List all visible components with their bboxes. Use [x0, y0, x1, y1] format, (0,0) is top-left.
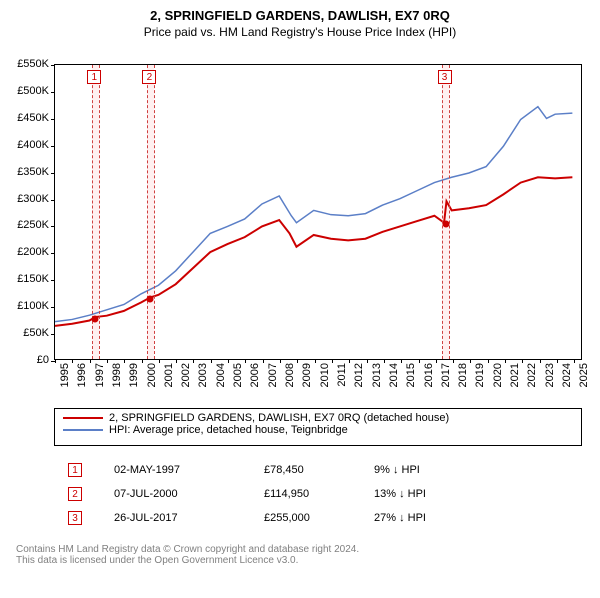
event-band-edge — [154, 65, 155, 359]
y-tick-label: £500K — [17, 85, 49, 97]
x-tick-label: 2013 — [371, 363, 383, 387]
y-tick-label: £250K — [17, 219, 49, 231]
hpi-line — [55, 107, 572, 322]
sale-marker — [442, 220, 449, 227]
event-marker-box: 1 — [87, 70, 101, 84]
chart-lines — [55, 65, 581, 359]
x-tick-label: 2000 — [146, 363, 158, 387]
y-tick-label: £400K — [17, 139, 49, 151]
x-tick-label: 2001 — [163, 363, 175, 387]
x-tick-label: 2007 — [267, 363, 279, 387]
transaction-delta: 13% ↓ HPI — [374, 488, 426, 500]
sale-marker — [92, 315, 99, 322]
sale-marker — [147, 296, 154, 303]
transaction-date: 26-JUL-2017 — [114, 512, 178, 524]
transaction-row: 2 07-JUL-2000 £114,950 13% ↓ HPI — [54, 482, 582, 506]
x-tick-label: 2025 — [578, 363, 590, 387]
x-tick-label: 2006 — [249, 363, 261, 387]
x-tick-label: 2017 — [440, 363, 452, 387]
event-band-edge — [442, 65, 443, 359]
y-tick-label: £550K — [17, 58, 49, 70]
x-tick-label: 2011 — [336, 363, 348, 387]
x-tick-label: 2022 — [526, 363, 538, 387]
x-tick-label: 1998 — [111, 363, 123, 387]
transaction-delta: 9% ↓ HPI — [374, 464, 420, 476]
chart-subtitle: Price paid vs. HM Land Registry's House … — [0, 25, 600, 39]
x-tick-label: 2005 — [232, 363, 244, 387]
event-band-edge — [99, 65, 100, 359]
transaction-date: 07-JUL-2000 — [114, 488, 178, 500]
y-tick-label: £200K — [17, 246, 49, 258]
transaction-delta: 27% ↓ HPI — [374, 512, 426, 524]
x-tick-label: 2015 — [405, 363, 417, 387]
x-tick-label: 1995 — [59, 363, 71, 387]
event-marker-box: 3 — [438, 70, 452, 84]
y-tick-label: £300K — [17, 193, 49, 205]
legend-swatch — [63, 417, 103, 419]
x-tick-label: 2023 — [544, 363, 556, 387]
legend-item: 2, SPRINGFIELD GARDENS, DAWLISH, EX7 0RQ… — [63, 412, 573, 424]
x-tick-label: 1996 — [76, 363, 88, 387]
event-marker-box: 2 — [142, 70, 156, 84]
chart-frame: 2, SPRINGFIELD GARDENS, DAWLISH, EX7 0RQ… — [0, 8, 600, 598]
attribution-footer: Contains HM Land Registry data © Crown c… — [16, 544, 359, 566]
x-tick-label: 1997 — [94, 363, 106, 387]
footer-line-2: This data is licensed under the Open Gov… — [16, 555, 359, 566]
y-tick-label: £100K — [17, 300, 49, 312]
x-tick-label: 2021 — [509, 363, 521, 387]
legend-item: HPI: Average price, detached house, Teig… — [63, 424, 573, 436]
chart-title: 2, SPRINGFIELD GARDENS, DAWLISH, EX7 0RQ — [0, 8, 600, 23]
plot-area: £0£50K£100K£150K£200K£250K£300K£350K£400… — [54, 64, 582, 360]
transaction-price: £78,450 — [264, 464, 304, 476]
transaction-price: £255,000 — [264, 512, 310, 524]
x-tick-label: 2014 — [388, 363, 400, 387]
x-tick-label: 2003 — [197, 363, 209, 387]
y-tick-label: £150K — [17, 273, 49, 285]
x-tick-label: 2010 — [319, 363, 331, 387]
x-tick-label: 2018 — [457, 363, 469, 387]
x-tick-label: 1999 — [128, 363, 140, 387]
price-paid-line — [55, 177, 572, 326]
legend-label: 2, SPRINGFIELD GARDENS, DAWLISH, EX7 0RQ… — [109, 412, 449, 424]
x-tick-label: 2009 — [301, 363, 313, 387]
event-band-edge — [449, 65, 450, 359]
footer-line-1: Contains HM Land Registry data © Crown c… — [16, 544, 359, 555]
x-tick-label: 2024 — [561, 363, 573, 387]
transaction-date: 02-MAY-1997 — [114, 464, 180, 476]
legend-label: HPI: Average price, detached house, Teig… — [109, 424, 348, 436]
transaction-row: 3 26-JUL-2017 £255,000 27% ↓ HPI — [54, 506, 582, 530]
event-band-edge — [147, 65, 148, 359]
transaction-price: £114,950 — [264, 488, 309, 500]
legend: 2, SPRINGFIELD GARDENS, DAWLISH, EX7 0RQ… — [54, 408, 582, 446]
transaction-index-box: 2 — [68, 487, 82, 501]
x-tick-label: 2020 — [492, 363, 504, 387]
x-tick-label: 2002 — [180, 363, 192, 387]
y-tick-label: £50K — [23, 327, 49, 339]
transaction-row: 1 02-MAY-1997 £78,450 9% ↓ HPI — [54, 458, 582, 482]
transaction-index-box: 1 — [68, 463, 82, 477]
x-tick-label: 2008 — [284, 363, 296, 387]
x-tick-label: 2004 — [215, 363, 227, 387]
y-tick-label: £0 — [37, 354, 49, 366]
x-tick-label: 2012 — [353, 363, 365, 387]
x-tick-label: 2016 — [423, 363, 435, 387]
legend-swatch — [63, 429, 103, 431]
y-tick-label: £450K — [17, 112, 49, 124]
x-tick-label: 2019 — [474, 363, 486, 387]
y-tick-label: £350K — [17, 166, 49, 178]
transaction-index-box: 3 — [68, 511, 82, 525]
